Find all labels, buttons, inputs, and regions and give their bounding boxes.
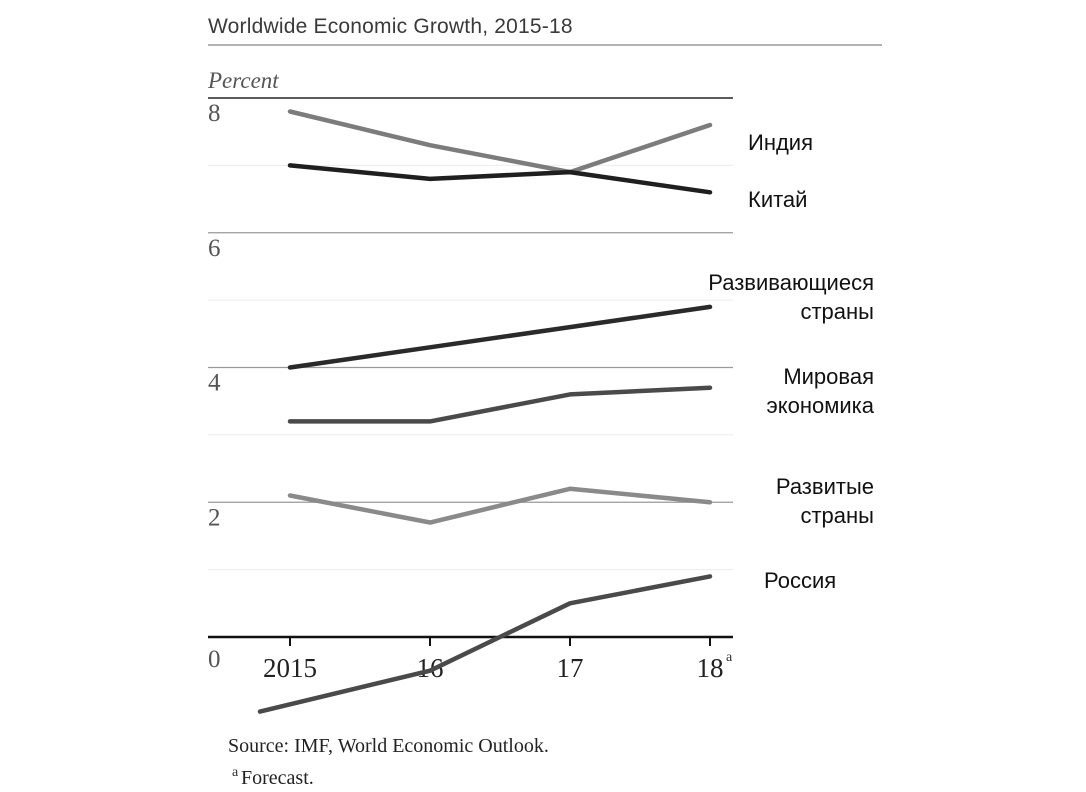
y-tick-label: 0 bbox=[208, 646, 221, 673]
x-tick-label: 2015 bbox=[263, 653, 317, 683]
footnote: Forecast. bbox=[241, 767, 314, 789]
series-labels: Индия Китай Развивающиеся страны Мировая экон… bbox=[708, 130, 874, 593]
series-line bbox=[287, 109, 713, 175]
y-tick-label: 8 bbox=[208, 100, 221, 127]
series-label: Развитые страны bbox=[776, 474, 874, 528]
x-tick-label: 17 bbox=[557, 653, 584, 683]
series-lines bbox=[257, 109, 713, 714]
y-tick-labels: 0 2 4 6 8 bbox=[208, 100, 221, 673]
y-axis-unit-label: Percent bbox=[207, 68, 279, 93]
series-label: Россия bbox=[764, 568, 836, 593]
series-line bbox=[287, 385, 713, 424]
x-tick-label: 18 bbox=[697, 653, 724, 683]
x-axis: 2015 16 17 18 a bbox=[208, 635, 733, 683]
source-note: Source: IMF, World Economic Outlook. bbox=[228, 735, 549, 757]
series-line bbox=[257, 574, 713, 714]
x-tick-footnote-mark: a bbox=[726, 650, 733, 665]
series-label: Китай bbox=[748, 187, 807, 212]
chart-footer: Source: IMF, World Economic Outlook. a For… bbox=[228, 735, 549, 789]
series-label: Мировая экономика bbox=[767, 364, 875, 418]
series-line bbox=[287, 486, 713, 525]
y-tick-label: 4 bbox=[208, 370, 221, 397]
series-label: Развивающиеся страны bbox=[708, 270, 874, 324]
y-tick-label: 6 bbox=[208, 235, 221, 262]
chart-title: Worldwide Economic Growth, 2015-18 bbox=[208, 15, 573, 38]
footnote-mark: a bbox=[232, 765, 239, 780]
series-line bbox=[287, 163, 713, 195]
series-line bbox=[287, 304, 713, 370]
y-tick-label: 2 bbox=[208, 504, 221, 531]
series-label: Индия bbox=[748, 130, 813, 155]
